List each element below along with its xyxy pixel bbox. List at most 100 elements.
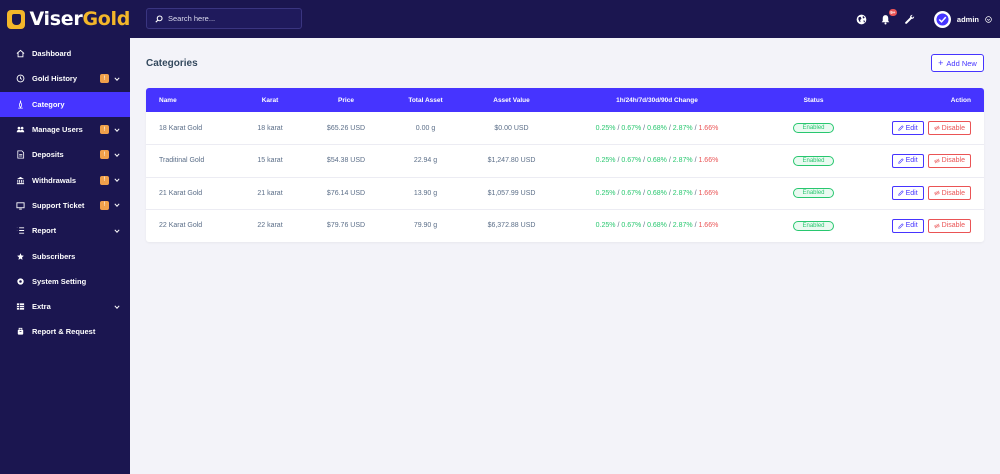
categories-table-card: Name Karat Price Total Asset Asset Value…	[146, 88, 984, 242]
sidebar-item-report[interactable]: Report	[0, 218, 130, 243]
search-input[interactable]	[168, 14, 298, 23]
change-value: 0.68%	[647, 124, 667, 132]
sidebar-item-extra[interactable]: Extra	[0, 294, 130, 319]
history-icon	[15, 74, 25, 84]
alert-badge: !	[100, 150, 109, 160]
change-value: 0.68%	[647, 222, 667, 230]
edit-button[interactable]: Edit	[891, 153, 924, 168]
sidebar-item-system-setting[interactable]: System Setting	[0, 269, 130, 294]
cell-karat: 21 karat	[257, 189, 283, 197]
cell-price: $79.76 USD	[326, 222, 366, 230]
sidebar-item-dashboard[interactable]: Dashboard	[0, 41, 130, 66]
wrench-icon[interactable]	[904, 13, 916, 25]
edit-button[interactable]: Edit	[891, 186, 924, 201]
chevron-down-icon	[114, 203, 120, 208]
sidebar-item-label: Gold History	[32, 74, 78, 84]
cell-change: 0.25% / 0.67% / 0.68% / 2.87% / 1.66%	[558, 177, 756, 210]
col-header-karat: Karat	[261, 96, 279, 104]
list-icon	[15, 226, 25, 236]
sidebar-nav: Dashboard Gold History! Category Manage Use…	[0, 41, 130, 345]
users-icon	[15, 125, 25, 135]
change-separator: /	[641, 189, 648, 197]
change-value: 0.25%	[595, 124, 616, 132]
add-new-label: Add New	[946, 58, 977, 68]
disable-button[interactable]: Disable	[927, 153, 971, 168]
sidebar-item-label: Subscribers	[32, 251, 76, 261]
edit-label: Edit	[905, 222, 918, 230]
change-value: 1.66%	[698, 124, 719, 132]
username-label: admin	[956, 14, 979, 24]
change-value: 2.87%	[672, 189, 693, 197]
search-icon	[155, 14, 163, 23]
alert-badge: !	[100, 125, 109, 135]
brand-name: ViserGold	[29, 8, 130, 30]
admin-avatar	[933, 10, 951, 28]
pencil-icon	[897, 125, 904, 131]
sidebar-item-label: Deposits	[32, 150, 64, 160]
cell-asset-value: $0.00 USD	[494, 124, 529, 132]
cell-action: Edit Disable	[871, 177, 984, 210]
change-value: 0.67%	[621, 124, 642, 132]
sidebar-item-report-request[interactable]: Report & Request	[0, 319, 130, 344]
topbar: 9+ admin	[130, 0, 1000, 38]
change-separator: /	[666, 189, 673, 197]
change-value: 2.87%	[672, 124, 693, 132]
sidebar-item-withdrawals[interactable]: Withdrawals!	[0, 167, 130, 192]
change-separator: /	[615, 157, 622, 165]
search-box[interactable]	[146, 8, 302, 29]
cell-total-asset: 79.90 g	[413, 222, 438, 230]
chevron-down-icon	[114, 178, 120, 183]
eye-slash-icon	[933, 158, 940, 164]
sidebar-item-support-ticket[interactable]: Support Ticket!	[0, 193, 130, 218]
bank-icon	[15, 175, 25, 185]
cell-asset-value: $6,372.88 USD	[487, 222, 536, 230]
cell-action: Edit Disable	[871, 145, 984, 178]
sidebar-item-manage-users[interactable]: Manage Users!	[0, 117, 130, 142]
cell-karat: 18 karat	[257, 124, 283, 132]
sidebar-item-deposits[interactable]: Deposits!	[0, 142, 130, 167]
eye-slash-icon	[933, 125, 940, 131]
sidebar-item-label: System Setting	[32, 276, 87, 286]
user-menu[interactable]: admin	[933, 10, 992, 28]
table-row: 18 Karat Gold 18 karat $65.26 USD 0.00 g $0.…	[146, 112, 984, 145]
disable-label: Disable	[941, 157, 965, 165]
sidebar-item-label: Support Ticket	[32, 200, 85, 210]
cell-change: 0.25% / 0.67% / 0.68% / 2.87% / 1.66%	[558, 112, 756, 145]
brand-name-part1: Viser	[29, 8, 83, 30]
cell-total-asset: 13.90 g	[413, 189, 438, 197]
notification-count-badge: 9+	[888, 9, 897, 16]
change-separator: /	[666, 124, 673, 132]
chevron-down-circle-icon	[985, 15, 992, 23]
edit-button[interactable]: Edit	[891, 218, 924, 233]
add-new-button[interactable]: + Add New	[931, 54, 984, 72]
change-value: 0.25%	[595, 189, 616, 197]
cell-price: $54.38 USD	[326, 157, 366, 165]
alert-badge: !	[100, 175, 109, 185]
change-value: 1.66%	[698, 157, 719, 165]
cell-total-asset: 0.00 g	[415, 124, 436, 132]
cell-name: 22 Karat Gold	[159, 222, 203, 230]
disable-button[interactable]: Disable	[927, 218, 971, 233]
status-badge: Enabled	[793, 220, 834, 231]
sidebar-item-subscribers[interactable]: Subscribers	[0, 243, 130, 268]
sidebar-item-gold-history[interactable]: Gold History!	[0, 66, 130, 91]
language-globe-icon[interactable]	[856, 13, 868, 25]
change-separator: /	[615, 222, 622, 230]
notification-bell-icon[interactable]: 9+	[880, 9, 897, 25]
disable-button[interactable]: Disable	[927, 186, 971, 201]
cell-asset-value: $1,247.80 USD	[487, 157, 536, 165]
main-content: Categories + Add New Name Karat Price To…	[130, 38, 1000, 474]
col-header-action: Action	[950, 96, 971, 104]
sidebar: ViserGold Dashboard Gold History! Category…	[0, 0, 130, 474]
edit-button[interactable]: Edit	[891, 121, 924, 135]
disable-button[interactable]: Disable	[927, 121, 971, 135]
disable-label: Disable	[941, 222, 965, 230]
brand-logo[interactable]: ViserGold	[0, 0, 130, 38]
change-separator: /	[641, 222, 648, 230]
edit-label: Edit	[905, 189, 918, 197]
eye-slash-icon	[933, 223, 940, 229]
sidebar-item-category[interactable]: Category	[0, 91, 130, 117]
cell-asset-value: $1,057.99 USD	[487, 189, 536, 197]
cell-karat: 22 karat	[257, 222, 283, 230]
change-separator: /	[641, 124, 648, 132]
